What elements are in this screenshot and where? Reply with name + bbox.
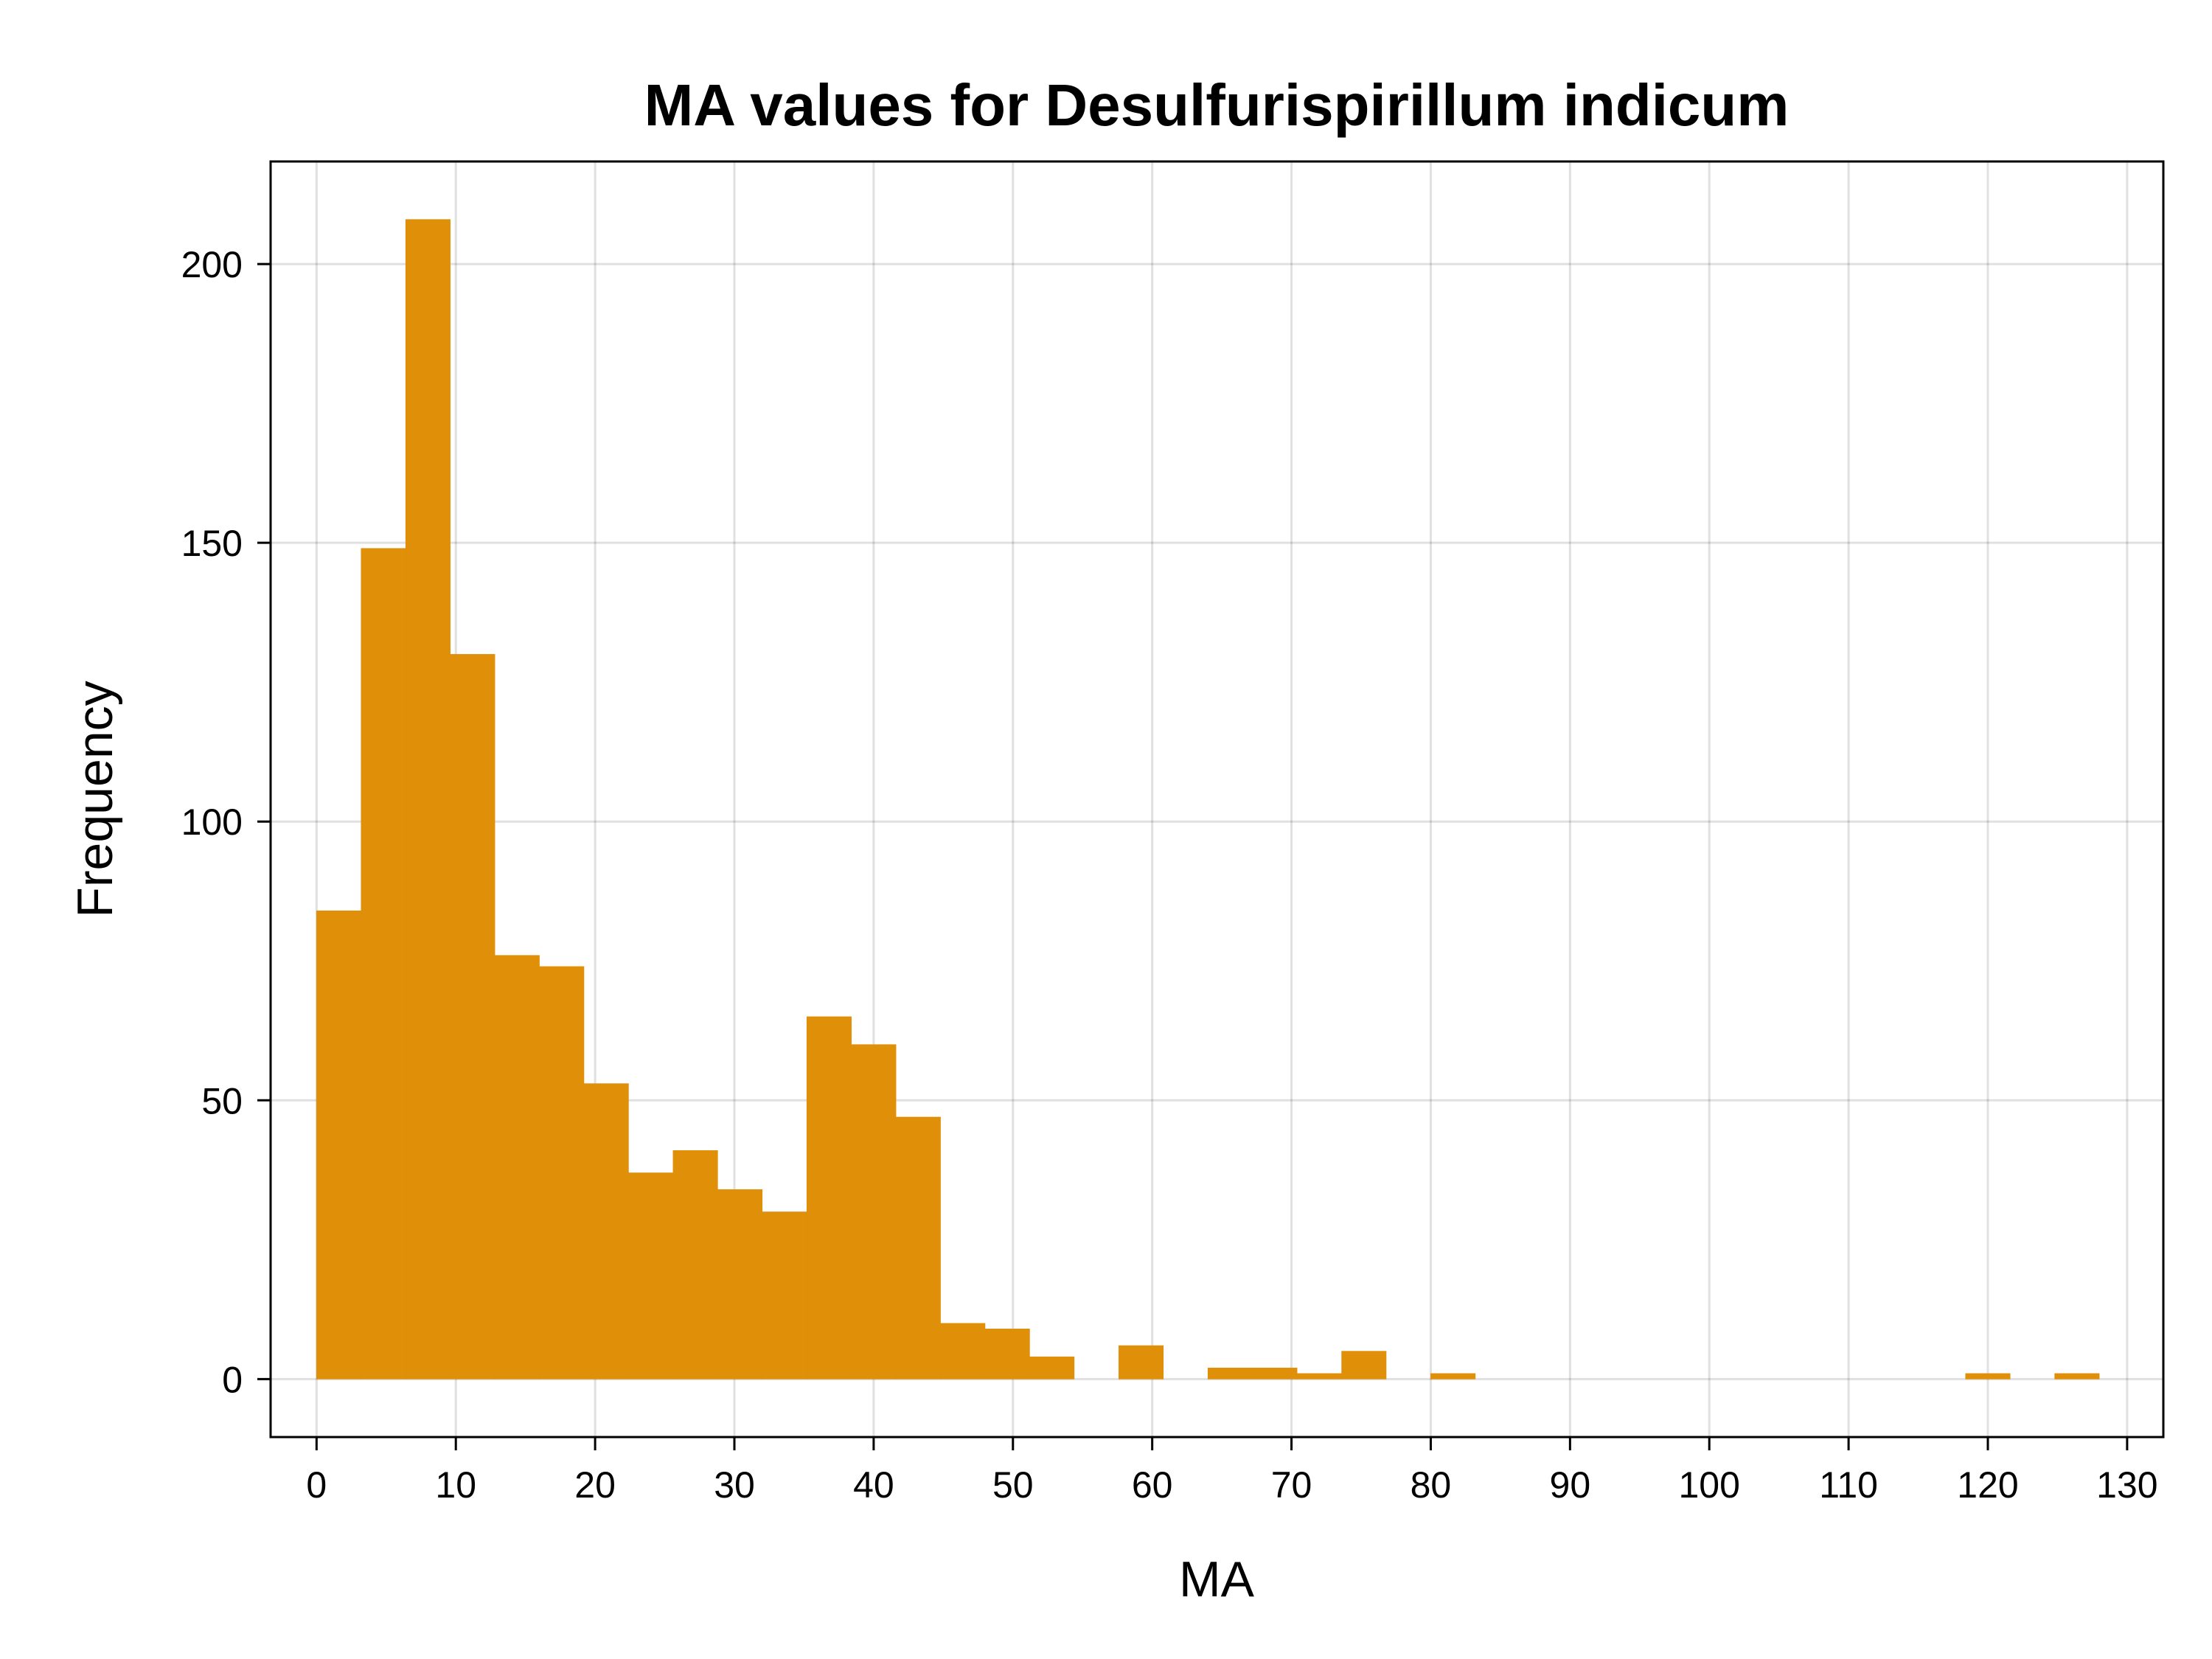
x-tick-label: 0 [306, 1464, 327, 1506]
histogram-bar [405, 219, 451, 1380]
plot-frame [269, 160, 2165, 1439]
histogram-bar [895, 1116, 941, 1380]
histogram-bar [851, 1044, 897, 1380]
histogram-bar [806, 1016, 852, 1380]
histogram-bar [494, 955, 540, 1380]
histogram-bar [1341, 1351, 1387, 1380]
bars [316, 219, 2100, 1380]
histogram-bar [1430, 1373, 1476, 1380]
y-axis-ticks: 0 50 100 150 200 [181, 244, 271, 1400]
histogram-bar [1965, 1373, 2011, 1380]
x-tick-label: 30 [714, 1464, 755, 1506]
histogram-bar [628, 1172, 674, 1380]
x-tick-label: 80 [1411, 1464, 1452, 1506]
x-tick-label: 100 [1679, 1464, 1740, 1506]
x-tick-label: 120 [1957, 1464, 2018, 1506]
histogram-bar [1029, 1356, 1075, 1380]
x-tick-label: 10 [435, 1464, 476, 1506]
histogram-bar [1252, 1367, 1298, 1380]
x-tick-label: 40 [853, 1464, 894, 1506]
x-tick-label: 60 [1132, 1464, 1173, 1506]
histogram-bar [2054, 1373, 2100, 1380]
x-tick-label: 50 [992, 1464, 1034, 1506]
histogram-bar [762, 1211, 807, 1380]
x-tick-label: 70 [1271, 1464, 1312, 1506]
y-tick-label: 200 [181, 244, 243, 285]
histogram-bar [583, 1083, 629, 1380]
x-axis-ticks: 0 10 20 30 40 50 60 70 80 90 100 110 120 130 [306, 1437, 2158, 1506]
x-tick-label: 110 [1819, 1464, 1878, 1506]
histogram-bar [1296, 1373, 1342, 1380]
histogram-bar [672, 1150, 718, 1380]
histogram-bar [361, 548, 406, 1380]
histogram-bar [984, 1329, 1030, 1380]
y-tick-label: 150 [181, 523, 243, 564]
x-tick-label: 20 [574, 1464, 616, 1506]
y-tick-label: 0 [222, 1359, 243, 1400]
histogram-bar [539, 966, 585, 1380]
y-axis-label: Frequency [67, 681, 123, 917]
y-tick-label: 50 [201, 1080, 243, 1121]
grid [271, 161, 2163, 1437]
histogram-bar [1207, 1367, 1253, 1380]
x-tick-label: 130 [2096, 1464, 2157, 1506]
histogram-bar [450, 654, 495, 1380]
histogram-bar [717, 1189, 763, 1380]
x-axis-label: MA [1179, 1551, 1255, 1607]
y-tick-label: 100 [181, 801, 243, 843]
histogram-bar [316, 910, 362, 1380]
histogram-bar [1119, 1345, 1164, 1380]
histogram-bar [940, 1323, 986, 1380]
chart-title: MA values for Desulfurispirillum indicum [644, 72, 1790, 138]
x-tick-label: 90 [1550, 1464, 1591, 1506]
